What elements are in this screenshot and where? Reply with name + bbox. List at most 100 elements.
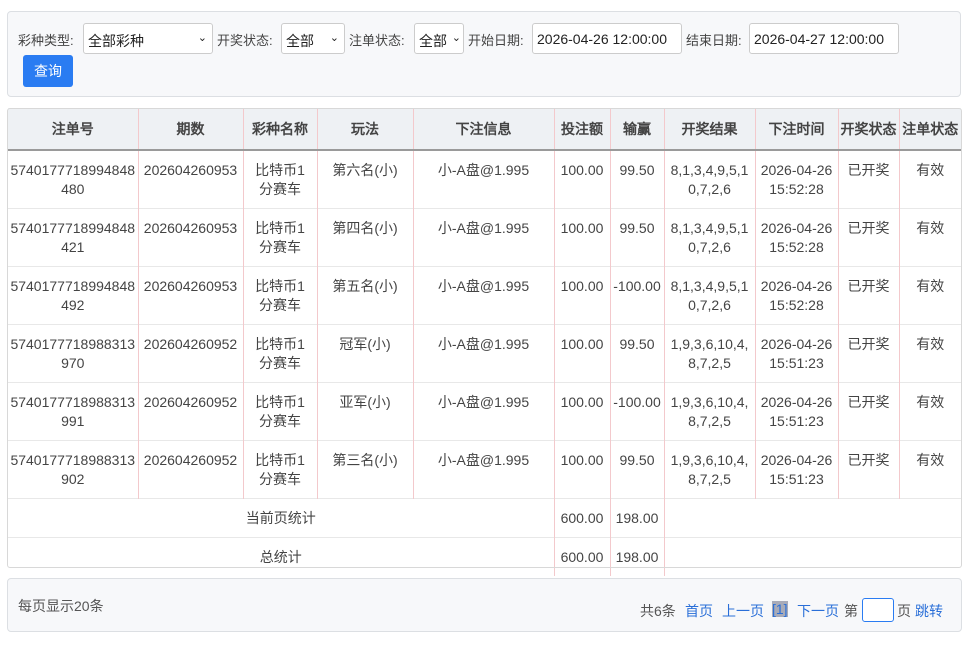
table-row: 5740177718988313991 202604260952 比特币1分赛车 亚军… <box>8 382 961 441</box>
summary-bet: 600.00 <box>553 498 610 538</box>
table-cell: 100.00 <box>553 382 610 441</box>
query-button[interactable]: 查询 <box>23 55 73 87</box>
table-row: 5740177718994848421 202604260953 比特币1分赛车 第四… <box>8 208 961 267</box>
pager-panel: 每页显示20条 共6条 首页 上一页 [1] 下一页 第 页 跳转 <box>7 578 962 632</box>
table-cell: 1,9,3,6,10,4,8,7,2,5 <box>663 324 755 383</box>
summary-win: 198.00 <box>609 498 664 538</box>
table-cell: 5740177718994848421 <box>8 208 138 267</box>
page-summary-row: 当前页统计 600.00 198.00 <box>8 498 961 538</box>
table-cell: 比特币1分赛车 <box>242 382 317 441</box>
table-cell: 已开奖 <box>837 324 899 383</box>
table-cell: 100.00 <box>553 149 610 209</box>
column-header: 开奖结果 <box>663 108 755 151</box>
chevron-down-icon: ⌄ <box>329 32 339 44</box>
next-page-link[interactable]: 下一页 <box>797 603 839 619</box>
table-cell: 99.50 <box>609 208 664 267</box>
table-row: 5740177718994848492 202604260953 比特币1分赛车 第五… <box>8 266 961 325</box>
jump-link[interactable]: 跳转 <box>915 603 943 619</box>
table-cell: 5740177718994848480 <box>8 149 138 209</box>
table-cell: 2026-04-26 15:52:28 <box>754 208 838 267</box>
end-date-input[interactable]: 2026-04-27 12:00:00 <box>749 23 899 54</box>
table-cell: 1,9,3,6,10,4,8,7,2,5 <box>663 382 755 441</box>
start-date-input[interactable]: 2026-04-26 12:00:00 <box>532 23 682 54</box>
table-cell: 小-A盘@1.995 <box>412 149 554 209</box>
table-cell: 202604260953 <box>137 149 243 209</box>
column-header: 注单号 <box>8 108 138 151</box>
current-page: [1] <box>772 601 788 617</box>
table-cell: 比特币1分赛车 <box>242 208 317 267</box>
table-cell: 202604260953 <box>137 266 243 325</box>
summary-empty <box>663 498 961 538</box>
table-cell: 有效 <box>898 208 961 267</box>
table-cell: 8,1,3,4,9,5,10,7,2,6 <box>663 149 755 209</box>
column-header: 注单状态 <box>898 108 961 151</box>
table-cell: 第三名(小) <box>316 440 413 499</box>
table-cell: 已开奖 <box>837 382 899 441</box>
end-date-label: 结束日期: <box>686 33 742 48</box>
page-number-input[interactable] <box>862 598 894 622</box>
first-page-link[interactable]: 首页 <box>685 603 713 619</box>
draw-status-label: 开奖状态: <box>217 33 273 48</box>
summary-label: 总统计 <box>8 537 554 576</box>
table-cell: 1,9,3,6,10,4,8,7,2,5 <box>663 440 755 499</box>
table-cell: 2026-04-26 15:52:28 <box>754 149 838 209</box>
table-cell: 有效 <box>898 324 961 383</box>
lottery-type-label: 彩种类型: <box>18 33 74 48</box>
draw-status-select[interactable]: 全部 ⌄ <box>281 23 345 54</box>
table-cell: 小-A盘@1.995 <box>412 266 554 325</box>
table-cell: 冠军(小) <box>316 324 413 383</box>
column-header: 玩法 <box>316 108 413 151</box>
lottery-type-value: 全部彩种 <box>88 33 144 49</box>
column-header: 开奖状态 <box>837 108 899 151</box>
column-header: 期数 <box>137 108 243 151</box>
page-suffix: 页 <box>897 603 911 619</box>
table-cell: 100.00 <box>553 266 610 325</box>
table-row: 5740177718988313970 202604260952 比特币1分赛车 冠军… <box>8 324 961 383</box>
column-header: 输赢 <box>609 108 664 151</box>
summary-win: 198.00 <box>609 537 664 576</box>
total-summary-row: 总统计 600.00 198.00 <box>8 537 961 576</box>
table-cell: 小-A盘@1.995 <box>412 208 554 267</box>
table-cell: 小-A盘@1.995 <box>412 324 554 383</box>
table-cell: 99.50 <box>609 324 664 383</box>
table-cell: 100.00 <box>553 324 610 383</box>
summary-empty <box>663 537 961 576</box>
column-header: 下注时间 <box>754 108 838 151</box>
table-cell: 5740177718988313902 <box>8 440 138 499</box>
table-cell: 2026-04-26 15:52:28 <box>754 266 838 325</box>
column-header: 彩种名称 <box>242 108 317 151</box>
table-cell: 比特币1分赛车 <box>242 440 317 499</box>
column-header: 投注额 <box>553 108 610 151</box>
table-cell: 第四名(小) <box>316 208 413 267</box>
bet-status-select[interactable]: 全部 ⌄ <box>414 23 464 54</box>
summary-label: 当前页统计 <box>8 498 554 538</box>
table-cell: 5740177718988313970 <box>8 324 138 383</box>
table-cell: 已开奖 <box>837 149 899 209</box>
table-cell: -100.00 <box>609 382 664 441</box>
table-cell: 8,1,3,4,9,5,10,7,2,6 <box>663 266 755 325</box>
lottery-type-select[interactable]: 全部彩种 ⌄ <box>83 23 213 54</box>
prev-page-link[interactable]: 上一页 <box>722 603 764 619</box>
table-cell: 已开奖 <box>837 440 899 499</box>
bet-status-value: 全部 <box>419 33 447 49</box>
table-cell: 99.50 <box>609 149 664 209</box>
table-cell: 小-A盘@1.995 <box>412 440 554 499</box>
table-cell: 比特币1分赛车 <box>242 324 317 383</box>
table-cell: 100.00 <box>553 208 610 267</box>
table-cell: 第六名(小) <box>316 149 413 209</box>
table-cell: 有效 <box>898 266 961 325</box>
table-cell: -100.00 <box>609 266 664 325</box>
bet-table: 注单号 期数 彩种名称 玩法 下注信息 投注额 输赢 开奖结果 下注时间 开奖状态 注单状态 574… <box>8 108 961 576</box>
table-cell: 202604260952 <box>137 440 243 499</box>
table-cell: 比特币1分赛车 <box>242 266 317 325</box>
total-count: 共6条 <box>640 603 676 619</box>
bet-status-label: 注单状态: <box>349 33 405 48</box>
table-cell: 100.00 <box>553 440 610 499</box>
table-cell: 已开奖 <box>837 208 899 267</box>
summary-bet: 600.00 <box>553 537 610 576</box>
table-cell: 比特币1分赛车 <box>242 149 317 209</box>
per-page-text: 每页显示20条 <box>18 598 104 614</box>
chevron-down-icon: ⌄ <box>451 32 461 44</box>
table-cell: 小-A盘@1.995 <box>412 382 554 441</box>
table-cell: 亚军(小) <box>316 382 413 441</box>
